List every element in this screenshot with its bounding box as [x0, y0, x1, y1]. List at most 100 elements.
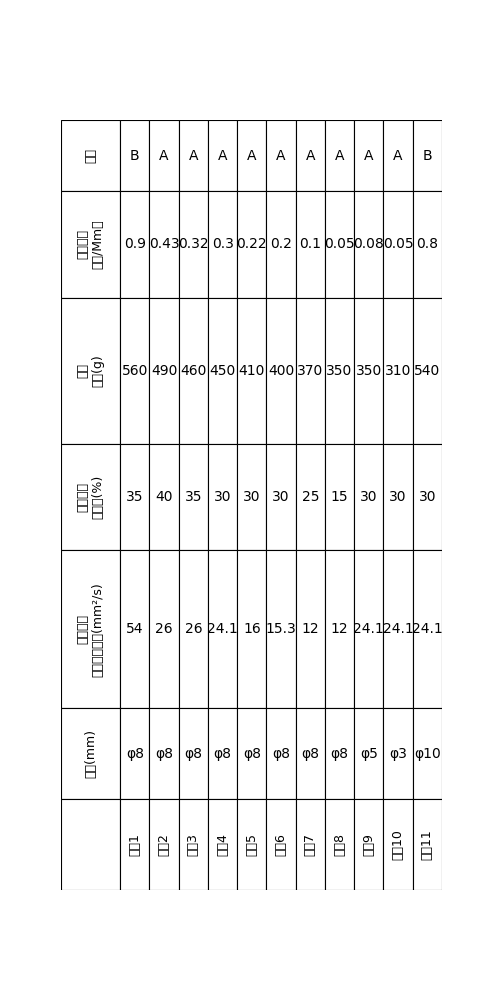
Text: 0.08: 0.08 — [354, 237, 384, 251]
Bar — [179, 708, 208, 799]
Bar — [208, 444, 237, 550]
Bar — [267, 550, 296, 708]
Bar — [296, 120, 325, 191]
Bar — [296, 708, 325, 799]
Text: 30: 30 — [214, 490, 231, 504]
Text: 35: 35 — [126, 490, 143, 504]
Text: B: B — [422, 149, 432, 163]
Text: 15: 15 — [331, 490, 349, 504]
Bar — [267, 444, 296, 550]
Text: A: A — [189, 149, 198, 163]
Text: 样品4: 样品4 — [216, 833, 229, 856]
Text: 0.8: 0.8 — [416, 237, 438, 251]
Bar — [325, 120, 354, 191]
Bar — [296, 799, 325, 890]
Bar — [61, 550, 120, 708]
Text: 30: 30 — [243, 490, 261, 504]
Bar — [296, 191, 325, 298]
Bar — [354, 799, 383, 890]
Text: 370: 370 — [297, 364, 324, 378]
Bar — [267, 799, 296, 890]
Bar — [354, 708, 383, 799]
Text: 样品1: 样品1 — [128, 833, 141, 856]
Bar — [179, 298, 208, 444]
Text: 0.32: 0.32 — [178, 237, 209, 251]
Text: 样品5: 样品5 — [246, 833, 258, 856]
Text: 560: 560 — [122, 364, 148, 378]
Text: 400: 400 — [268, 364, 294, 378]
Bar — [383, 799, 412, 890]
Text: 样品9: 样品9 — [362, 833, 375, 856]
Text: 0.22: 0.22 — [237, 237, 267, 251]
Text: 样品11: 样品11 — [421, 829, 434, 860]
Bar — [383, 444, 412, 550]
Bar — [412, 120, 442, 191]
Bar — [61, 444, 120, 550]
Bar — [296, 550, 325, 708]
Bar — [120, 298, 149, 444]
Bar — [383, 120, 412, 191]
Bar — [325, 799, 354, 890]
Text: A: A — [393, 149, 403, 163]
Bar — [383, 708, 412, 799]
Bar — [61, 298, 120, 444]
Text: 26: 26 — [155, 622, 173, 636]
Bar — [354, 550, 383, 708]
Text: φ8: φ8 — [184, 747, 202, 761]
Text: 润滑脂的
封入量(%): 润滑脂的 封入量(%) — [77, 475, 105, 519]
Bar — [237, 444, 267, 550]
Bar — [149, 120, 179, 191]
Text: φ8: φ8 — [243, 747, 261, 761]
Text: 350: 350 — [355, 364, 382, 378]
Bar — [149, 550, 179, 708]
Bar — [412, 191, 442, 298]
Bar — [383, 191, 412, 298]
Text: 540: 540 — [414, 364, 440, 378]
Bar — [61, 799, 120, 890]
Text: 样品7: 样品7 — [304, 833, 317, 856]
Text: A: A — [335, 149, 344, 163]
Bar — [237, 799, 267, 890]
Bar — [149, 708, 179, 799]
Bar — [149, 191, 179, 298]
Text: 54: 54 — [126, 622, 143, 636]
Text: 35: 35 — [185, 490, 202, 504]
Text: 12: 12 — [331, 622, 349, 636]
Text: A: A — [305, 149, 315, 163]
Bar — [179, 799, 208, 890]
Text: 0.05: 0.05 — [382, 237, 413, 251]
Text: A: A — [276, 149, 286, 163]
Bar — [208, 191, 237, 298]
Text: φ8: φ8 — [272, 747, 290, 761]
Bar — [120, 799, 149, 890]
Bar — [120, 444, 149, 550]
Text: 30: 30 — [418, 490, 436, 504]
Text: 15.3: 15.3 — [266, 622, 297, 636]
Bar — [354, 120, 383, 191]
Text: 样品3: 样品3 — [187, 833, 200, 856]
Bar — [267, 191, 296, 298]
Text: 24.1: 24.1 — [382, 622, 413, 636]
Bar — [325, 708, 354, 799]
Bar — [412, 799, 442, 890]
Text: 30: 30 — [389, 490, 407, 504]
Text: A: A — [218, 149, 227, 163]
Bar — [208, 708, 237, 799]
Bar — [267, 120, 296, 191]
Text: 润滑脂的
基础油动粘度(mm²/s): 润滑脂的 基础油动粘度(mm²/s) — [77, 582, 105, 677]
Bar — [354, 298, 383, 444]
Bar — [149, 298, 179, 444]
Text: φ10: φ10 — [414, 747, 440, 761]
Text: φ8: φ8 — [126, 747, 144, 761]
Text: 样品2: 样品2 — [158, 833, 170, 856]
Bar — [179, 444, 208, 550]
Text: φ8: φ8 — [301, 747, 319, 761]
Bar — [267, 298, 296, 444]
Bar — [120, 708, 149, 799]
Bar — [179, 120, 208, 191]
Text: φ8: φ8 — [155, 747, 173, 761]
Text: 16: 16 — [243, 622, 261, 636]
Bar — [237, 298, 267, 444]
Bar — [237, 550, 267, 708]
Bar — [325, 444, 354, 550]
